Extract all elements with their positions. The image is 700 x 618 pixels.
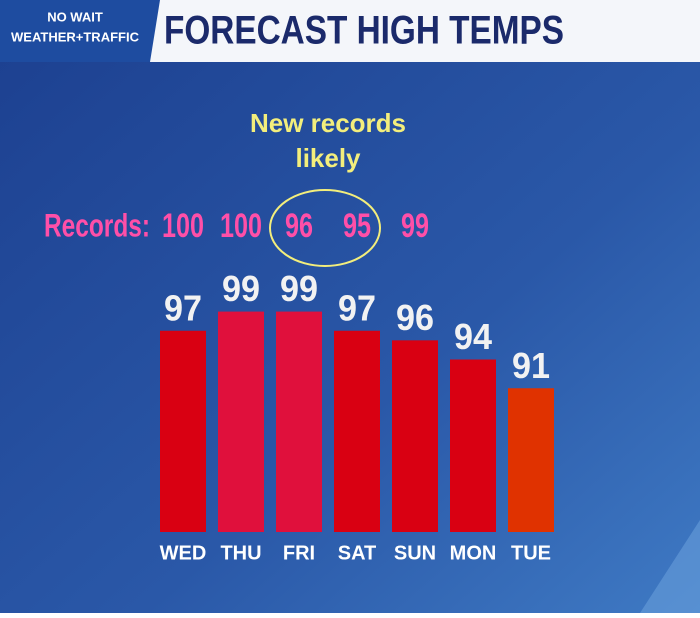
logo-text: NO WAIT [47,9,103,24]
decor [640,520,700,613]
record-value: 95 [343,207,371,245]
records-label: Records: [44,207,150,243]
highlight-circle [269,189,381,267]
bar [334,330,380,532]
bar [218,311,264,532]
x-tick-label: FRI [283,542,315,564]
bar [160,330,206,532]
annotation: New records [250,108,406,138]
bar [392,340,438,532]
value-label: 99 [280,268,318,309]
record-value: 100 [220,207,262,245]
record-value: 96 [285,207,313,245]
value-label: 97 [338,287,376,328]
chart-title: FORECAST HIGH TEMPS [164,9,564,53]
record-value: 100 [162,207,204,245]
x-tick-label: MON [450,542,497,564]
x-tick-label: SAT [338,542,377,564]
value-label: 99 [222,268,260,309]
x-tick-label: TUE [511,542,551,564]
x-tick-label: WED [160,542,207,564]
value-label: 97 [164,287,202,328]
x-tick-label: SUN [394,542,436,564]
value-label: 91 [512,345,550,386]
value-label: 94 [454,316,492,357]
bar [276,311,322,532]
x-tick-label: THU [220,542,261,564]
record-value: 99 [401,207,429,245]
value-label: 96 [396,297,434,338]
bar [508,388,554,532]
logo-panel [0,0,160,62]
bar [450,359,496,532]
logo-text: WEATHER+TRAFFIC [11,29,140,44]
annotation: likely [295,143,361,173]
